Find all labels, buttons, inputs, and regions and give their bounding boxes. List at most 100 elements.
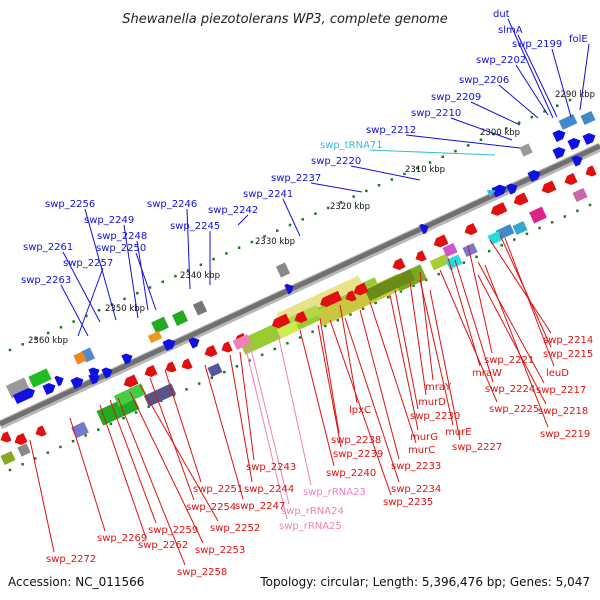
- reverse-leader-24: [277, 333, 312, 486]
- inner-tick-17: [223, 370, 226, 374]
- outer-tick-1: [21, 343, 24, 346]
- forward-gene-arrow-4: [121, 353, 133, 365]
- forward-leader-12: [282, 198, 301, 237]
- forward-gene-label-0: dut: [493, 9, 510, 20]
- forward-gene-label-13: swp_2242: [208, 205, 258, 216]
- outer-tick-10: [136, 291, 139, 295]
- feature-block-22: [558, 114, 578, 130]
- outer-tick-0: [8, 348, 12, 352]
- reverse-gene-arrow-37: [541, 180, 557, 194]
- inner-tick-20: [260, 353, 264, 357]
- reverse-gene-arrow-31: [392, 257, 406, 270]
- outer-tick-29: [377, 183, 381, 187]
- outer-tick-18: [237, 246, 241, 249]
- feature-block-24: [519, 143, 533, 157]
- reverse-gene-arrow-22: [123, 374, 139, 388]
- kbp-label-7: 2360 kbp: [28, 336, 68, 346]
- feature-block-5: [364, 269, 416, 301]
- outer-tick-40: [517, 121, 521, 124]
- position-labels: 2290 kbp 2300 kbp 2310 kbp 2320 kbp 2330 kbp…: [28, 90, 595, 346]
- reverse-gene-label-38: swp_2258: [177, 567, 227, 578]
- inner-tick-7: [97, 428, 100, 431]
- outer-tick-42: [543, 110, 546, 113]
- reverse-leader-30: [249, 344, 290, 505]
- feature-block-25: [445, 254, 463, 270]
- inner-tick-11: [147, 405, 150, 408]
- forward-gene-arrow-0: [12, 387, 35, 405]
- inner-tick-14: [185, 388, 188, 391]
- reverse-leader-3: [504, 237, 555, 367]
- forward-leader-20: [62, 251, 101, 323]
- forward-gene-label-14: swp_2246: [147, 199, 197, 210]
- forward-gene-label-20: swp_2261: [23, 242, 73, 253]
- reverse-leader-21: [239, 351, 255, 461]
- reverse-gene-arrow-35: [490, 202, 508, 216]
- forward-leader-11: [310, 182, 363, 193]
- inner-tick-43: [550, 221, 554, 224]
- outer-tick-21: [276, 229, 279, 232]
- reverse-gene-arrow-25: [204, 344, 218, 357]
- forward-gene-arrow-15: [552, 130, 566, 143]
- forward-gene-label-2: swp_2199: [512, 39, 562, 50]
- kbp-label-1: 2300 kbp: [480, 128, 520, 138]
- inner-tick-25: [323, 324, 327, 328]
- forward-gene-label-7: swp_2210: [411, 108, 461, 119]
- reverse-gene-arrow-21: [35, 425, 47, 437]
- reverse-gene-label-8: murD: [418, 397, 446, 408]
- outer-tick-44: [568, 98, 572, 102]
- forward-leader-0: [507, 18, 554, 119]
- feature-block-31: [275, 262, 291, 278]
- reverse-gene-arrow-30: [353, 282, 369, 296]
- reverse-gene-label-5: swp_2217: [536, 385, 586, 396]
- inner-tick-42: [538, 226, 541, 230]
- reverse-gene-arrow-36: [513, 192, 529, 206]
- forward-gene-label-4: swp_2202: [476, 55, 526, 66]
- reverse-gene-label-24: swp_rRNA23: [303, 487, 366, 498]
- outer-tick-17: [225, 252, 228, 255]
- feature-block-3: [276, 275, 364, 325]
- outer-tick-13: [174, 274, 177, 278]
- forward-gene-label-19: swp_2250: [96, 243, 146, 254]
- reverse-gene-label-4: mraW: [472, 368, 502, 379]
- forward-gene-arrow-14: [582, 133, 596, 146]
- reverse-gene-arrow-38: [564, 172, 578, 185]
- outer-tick-25: [326, 206, 330, 210]
- forward-gene-label-12: swp_2241: [243, 189, 293, 200]
- reverse-gene-label-13: murE: [445, 427, 472, 438]
- kbp-label-5: 2340 kbp: [180, 271, 220, 281]
- forward-leader-21: [77, 267, 104, 337]
- inner-tick-6: [84, 434, 87, 437]
- reverse-gene-label-36: swp_2253: [195, 545, 245, 556]
- reverse-leader-13: [419, 279, 454, 426]
- inner-tick-46: [588, 203, 592, 207]
- reverse-leader-2: [467, 244, 493, 354]
- forward-gene-label-10: swp_2220: [311, 156, 361, 167]
- reverse-leader-38: [117, 397, 186, 566]
- feature-block-28: [0, 450, 16, 466]
- inner-tick-40: [513, 238, 516, 241]
- outer-tick-36: [466, 144, 470, 147]
- feature-block-34: [147, 330, 163, 344]
- reverse-leader-18: [319, 317, 340, 434]
- reverse-gene-label-29: swp_2254: [186, 502, 236, 513]
- accession-text: Accession: NC_011566: [8, 575, 144, 589]
- reverse-leader-5: [477, 261, 545, 384]
- reverse-leader-26: [164, 369, 202, 483]
- outer-tick-7: [97, 308, 101, 312]
- reverse-gene-label-3: leuD: [546, 368, 569, 379]
- inner-tick-27: [349, 313, 352, 316]
- forward-gene-label-22: swp_2263: [21, 275, 71, 286]
- reverse-gene-arrow-29: [320, 290, 343, 308]
- outer-tick-4: [59, 326, 63, 329]
- reverse-gene-arrow-39: [585, 165, 597, 177]
- reverse-gene-label-33: swp_2259: [148, 525, 198, 536]
- outer-tick-16: [212, 257, 215, 261]
- inner-tick-45: [576, 209, 579, 213]
- reverse-leader-36: [129, 391, 204, 544]
- forward-leader-8: [405, 134, 521, 149]
- reverse-gene-label-20: swp_2233: [391, 461, 441, 472]
- reverse-gene-label-17: murC: [408, 445, 435, 456]
- forward-gene-label-15: swp_2245: [170, 221, 220, 232]
- outer-tick-14: [186, 269, 190, 272]
